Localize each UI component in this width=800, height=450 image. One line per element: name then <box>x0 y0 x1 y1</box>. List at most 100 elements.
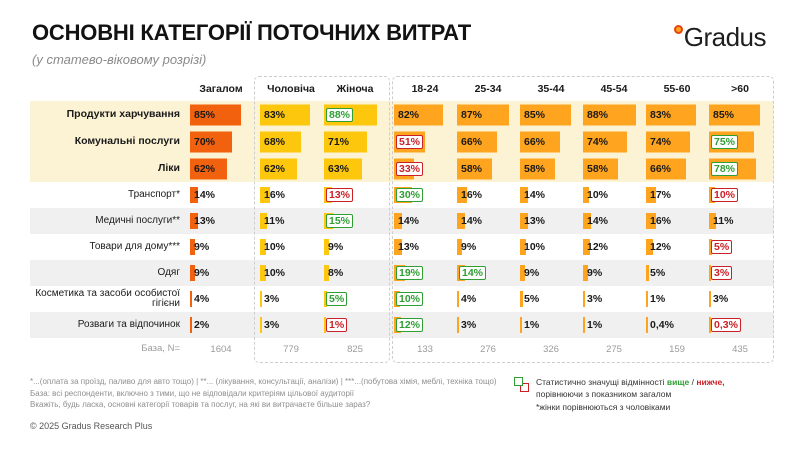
value-label: 9% <box>461 241 477 253</box>
value-label: 11% <box>713 215 734 227</box>
value-cell: 62% <box>190 155 254 182</box>
value-bar <box>324 317 326 333</box>
value-bar <box>394 104 444 125</box>
value-label: 17% <box>650 189 672 201</box>
base-row: База, N= 1604 779 825 133 276 326 275 159 435 <box>30 338 774 360</box>
value-label: 14% <box>194 189 216 201</box>
value-cell: 11% <box>709 208 773 234</box>
value-label: 5% <box>524 293 540 305</box>
value-cell: 87% <box>457 101 521 128</box>
value-bar <box>709 291 711 307</box>
value-cell: 1% <box>324 312 388 338</box>
value-cell: 13% <box>324 182 388 208</box>
header: ОСНОВНІ КАТЕГОРІЇ ПОТОЧНИХ ВИТРАТ (у ста… <box>0 0 800 67</box>
value-bar <box>646 291 648 307</box>
value-bar <box>709 213 716 229</box>
value-cell: 9% <box>190 260 254 286</box>
value-bar <box>260 265 266 281</box>
value-label: 9% <box>194 241 210 253</box>
data-row: Розваги та відпочинок 2% 3% 1% 12% 3% 1% 1% 0,4%… <box>30 312 774 338</box>
value-label: 3% <box>713 293 729 305</box>
value-cell: 1% <box>646 286 710 312</box>
page-title: ОСНОВНІ КАТЕГОРІЇ ПОТОЧНИХ ВИТРАТ <box>32 20 471 45</box>
value-cell: 1% <box>583 312 647 338</box>
value-cell: 3% <box>583 286 647 312</box>
value-cell: 10% <box>709 182 773 208</box>
value-label: 12% <box>587 241 609 253</box>
value-cell: 15% <box>324 208 388 234</box>
value-label: 0,4% <box>650 319 674 331</box>
value-cell: 9% <box>583 260 647 286</box>
data-row: Товари для дому*** 9% 10% 9% 13% 9% 10% 12% 12% 5… <box>30 234 774 260</box>
value-bar <box>646 131 691 152</box>
value-label: 3% <box>264 319 280 331</box>
value-label: 66% <box>461 135 483 148</box>
value-cell: 58% <box>583 155 647 182</box>
value-bar <box>583 291 585 307</box>
base-value: 779 <box>283 343 299 355</box>
row-label: Одяг <box>157 266 180 278</box>
value-cell: 33% <box>394 155 458 182</box>
value-cell: 3% <box>457 312 521 338</box>
value-label: 10% <box>587 189 609 201</box>
value-cell: 62% <box>260 155 324 182</box>
value-label: 9% <box>194 267 210 279</box>
gradus-logo: Gradus <box>673 22 767 53</box>
green-square-icon <box>514 377 523 386</box>
value-label: 62% <box>194 162 216 175</box>
value-cell: 83% <box>260 101 324 128</box>
value-cell: 12% <box>646 234 710 260</box>
value-cell: 4% <box>457 286 521 312</box>
value-label: 88% <box>587 108 609 121</box>
sig-high-value: 19% <box>396 266 424 280</box>
value-label: 58% <box>587 162 609 175</box>
copyright: © 2025 Gradus Research Plus <box>30 420 153 431</box>
value-cell: 16% <box>260 182 324 208</box>
value-bar <box>709 265 711 281</box>
value-cell: 16% <box>457 182 521 208</box>
column-header-row: Загалом Чоловіча Жіноча 18-24 25-34 35-44 45-5… <box>30 79 774 101</box>
value-cell: 10% <box>260 234 324 260</box>
sig-low-value: 1% <box>326 318 348 332</box>
value-label: 62% <box>264 162 286 175</box>
expense-table: Загалом Чоловіча Жіноча 18-24 25-34 35-44 45-5… <box>30 76 774 363</box>
value-bar <box>457 158 492 179</box>
value-cell: 16% <box>646 208 710 234</box>
value-label: 85% <box>194 108 216 121</box>
value-bar <box>583 187 589 203</box>
value-cell: 3% <box>709 286 773 312</box>
value-label: 16% <box>650 215 672 227</box>
value-label: 4% <box>461 293 477 305</box>
value-label: 14% <box>524 189 546 201</box>
value-bar <box>457 213 466 229</box>
value-label: 3% <box>587 293 603 305</box>
value-bar <box>190 291 193 307</box>
value-cell: 74% <box>646 128 710 155</box>
value-label: 58% <box>524 162 546 175</box>
value-label: 66% <box>650 162 672 175</box>
value-cell: 10% <box>520 234 584 260</box>
data-row: Медичні послуги** 13% 11% 15% 14% 14% 13% 14% 16… <box>30 208 774 234</box>
value-cell: 9% <box>457 234 521 260</box>
value-label: 13% <box>194 215 216 227</box>
value-label: 14% <box>461 215 483 227</box>
value-cell: 78% <box>709 155 773 182</box>
value-label: 3% <box>264 293 280 305</box>
data-row: Ліки 62% 62% 63% 33% 58% 58% 58% 66% 78% <box>30 155 774 182</box>
value-cell: 30% <box>394 182 458 208</box>
value-cell: 68% <box>260 128 324 155</box>
value-label: 85% <box>524 108 546 121</box>
value-bar <box>709 239 712 255</box>
value-bar <box>324 239 330 255</box>
column-header: 35-44 <box>537 83 565 95</box>
value-label: 5% <box>650 267 666 279</box>
value-label: 70% <box>194 135 216 148</box>
data-row: Косметика та засоби особистої гігієни 4% 3… <box>30 286 774 312</box>
value-cell: 9% <box>520 260 584 286</box>
value-cell: 66% <box>520 128 584 155</box>
title-block: ОСНОВНІ КАТЕГОРІЇ ПОТОЧНИХ ВИТРАТ (у ста… <box>32 20 471 67</box>
legend-line3: *жінки порівнюються з чоловіками <box>536 401 671 412</box>
value-cell: 74% <box>583 128 647 155</box>
value-cell: 70% <box>190 128 254 155</box>
